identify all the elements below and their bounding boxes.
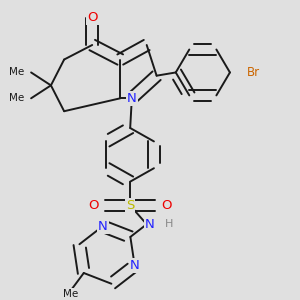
Text: Br: Br xyxy=(246,66,260,79)
Text: N: N xyxy=(127,92,137,105)
Text: S: S xyxy=(126,199,134,212)
Text: N: N xyxy=(98,220,108,233)
Text: O: O xyxy=(162,199,172,212)
Text: H: H xyxy=(165,219,173,229)
Text: Me: Me xyxy=(9,68,25,77)
Text: O: O xyxy=(87,11,98,24)
Text: O: O xyxy=(88,199,99,212)
Text: N: N xyxy=(130,259,140,272)
Text: Me: Me xyxy=(63,289,78,299)
Text: N: N xyxy=(145,218,155,231)
Text: Me: Me xyxy=(9,93,25,103)
